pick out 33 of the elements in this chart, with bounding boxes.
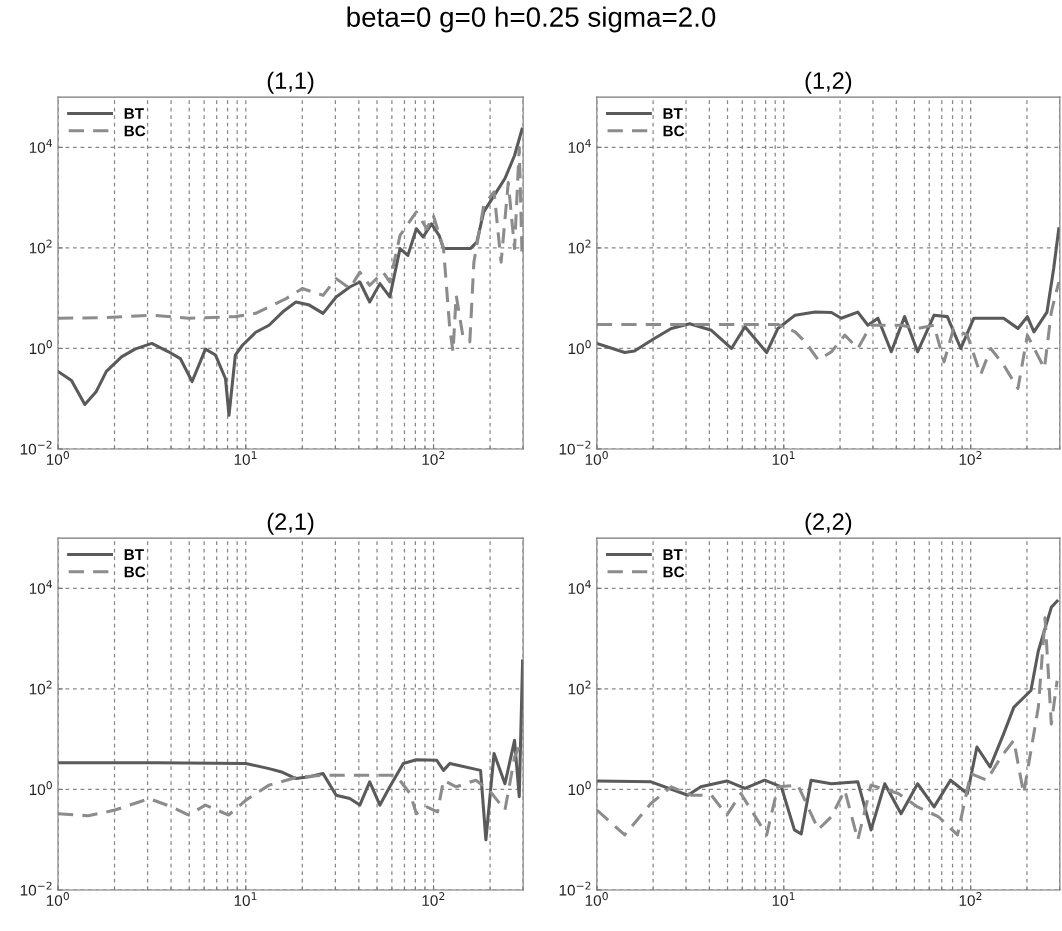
y-tick-label: 10$^{0}$ bbox=[29, 781, 52, 796]
y-tick-label: 10$^{4}$ bbox=[568, 580, 591, 594]
chart-title: (2,1) bbox=[267, 512, 314, 535]
legend-label: BT bbox=[124, 108, 144, 119]
y-tick-label: 10$^{2}$ bbox=[568, 680, 591, 695]
legend-label: BC bbox=[124, 125, 146, 137]
y-tick-label: 10$^{4}$ bbox=[568, 139, 591, 153]
y-tick-label: 10$^{2}$ bbox=[29, 239, 52, 254]
y-tick-label: 10$^{0}$ bbox=[568, 340, 591, 355]
chart-title: (1,2) bbox=[805, 71, 852, 94]
legend-label: BC bbox=[663, 566, 685, 578]
x-tick-label: 10$^{1}$ bbox=[772, 892, 795, 907]
y-tick-label: 10$^{2}$ bbox=[29, 680, 52, 695]
chart-title: (2,2) bbox=[805, 512, 852, 535]
y-tick-label: 10$^{4}$ bbox=[29, 580, 53, 594]
legend-label: BC bbox=[663, 125, 685, 137]
x-tick-label: 10$^{1}$ bbox=[234, 451, 257, 465]
x-tick-label: 10$^{1}$ bbox=[772, 451, 795, 465]
text: beta=0 g=0 h=0.25 sigma=2.0 bbox=[347, 6, 716, 33]
x-tick-label: 10$^{2}$ bbox=[422, 451, 445, 465]
y-tick-label: 10$^{0}$ bbox=[29, 340, 52, 355]
x-tick-label: 10$^{2}$ bbox=[422, 892, 445, 906]
x-tick-label: 10$^{2}$ bbox=[959, 892, 982, 906]
y-tick-label: 10$^{4}$ bbox=[29, 139, 53, 153]
legend-label: BT bbox=[124, 549, 144, 560]
legend-label: BT bbox=[663, 108, 683, 119]
y-tick-label: 10$^{2}$ bbox=[568, 239, 591, 254]
chart-title: (1,1) bbox=[267, 71, 314, 94]
legend-label: BT bbox=[663, 549, 683, 560]
y-tick-label: 10$^{0}$ bbox=[568, 781, 591, 796]
legend-label: BC bbox=[124, 566, 146, 578]
x-tick-label: 10$^{1}$ bbox=[234, 892, 257, 907]
x-tick-label: 10$^{2}$ bbox=[959, 451, 982, 465]
